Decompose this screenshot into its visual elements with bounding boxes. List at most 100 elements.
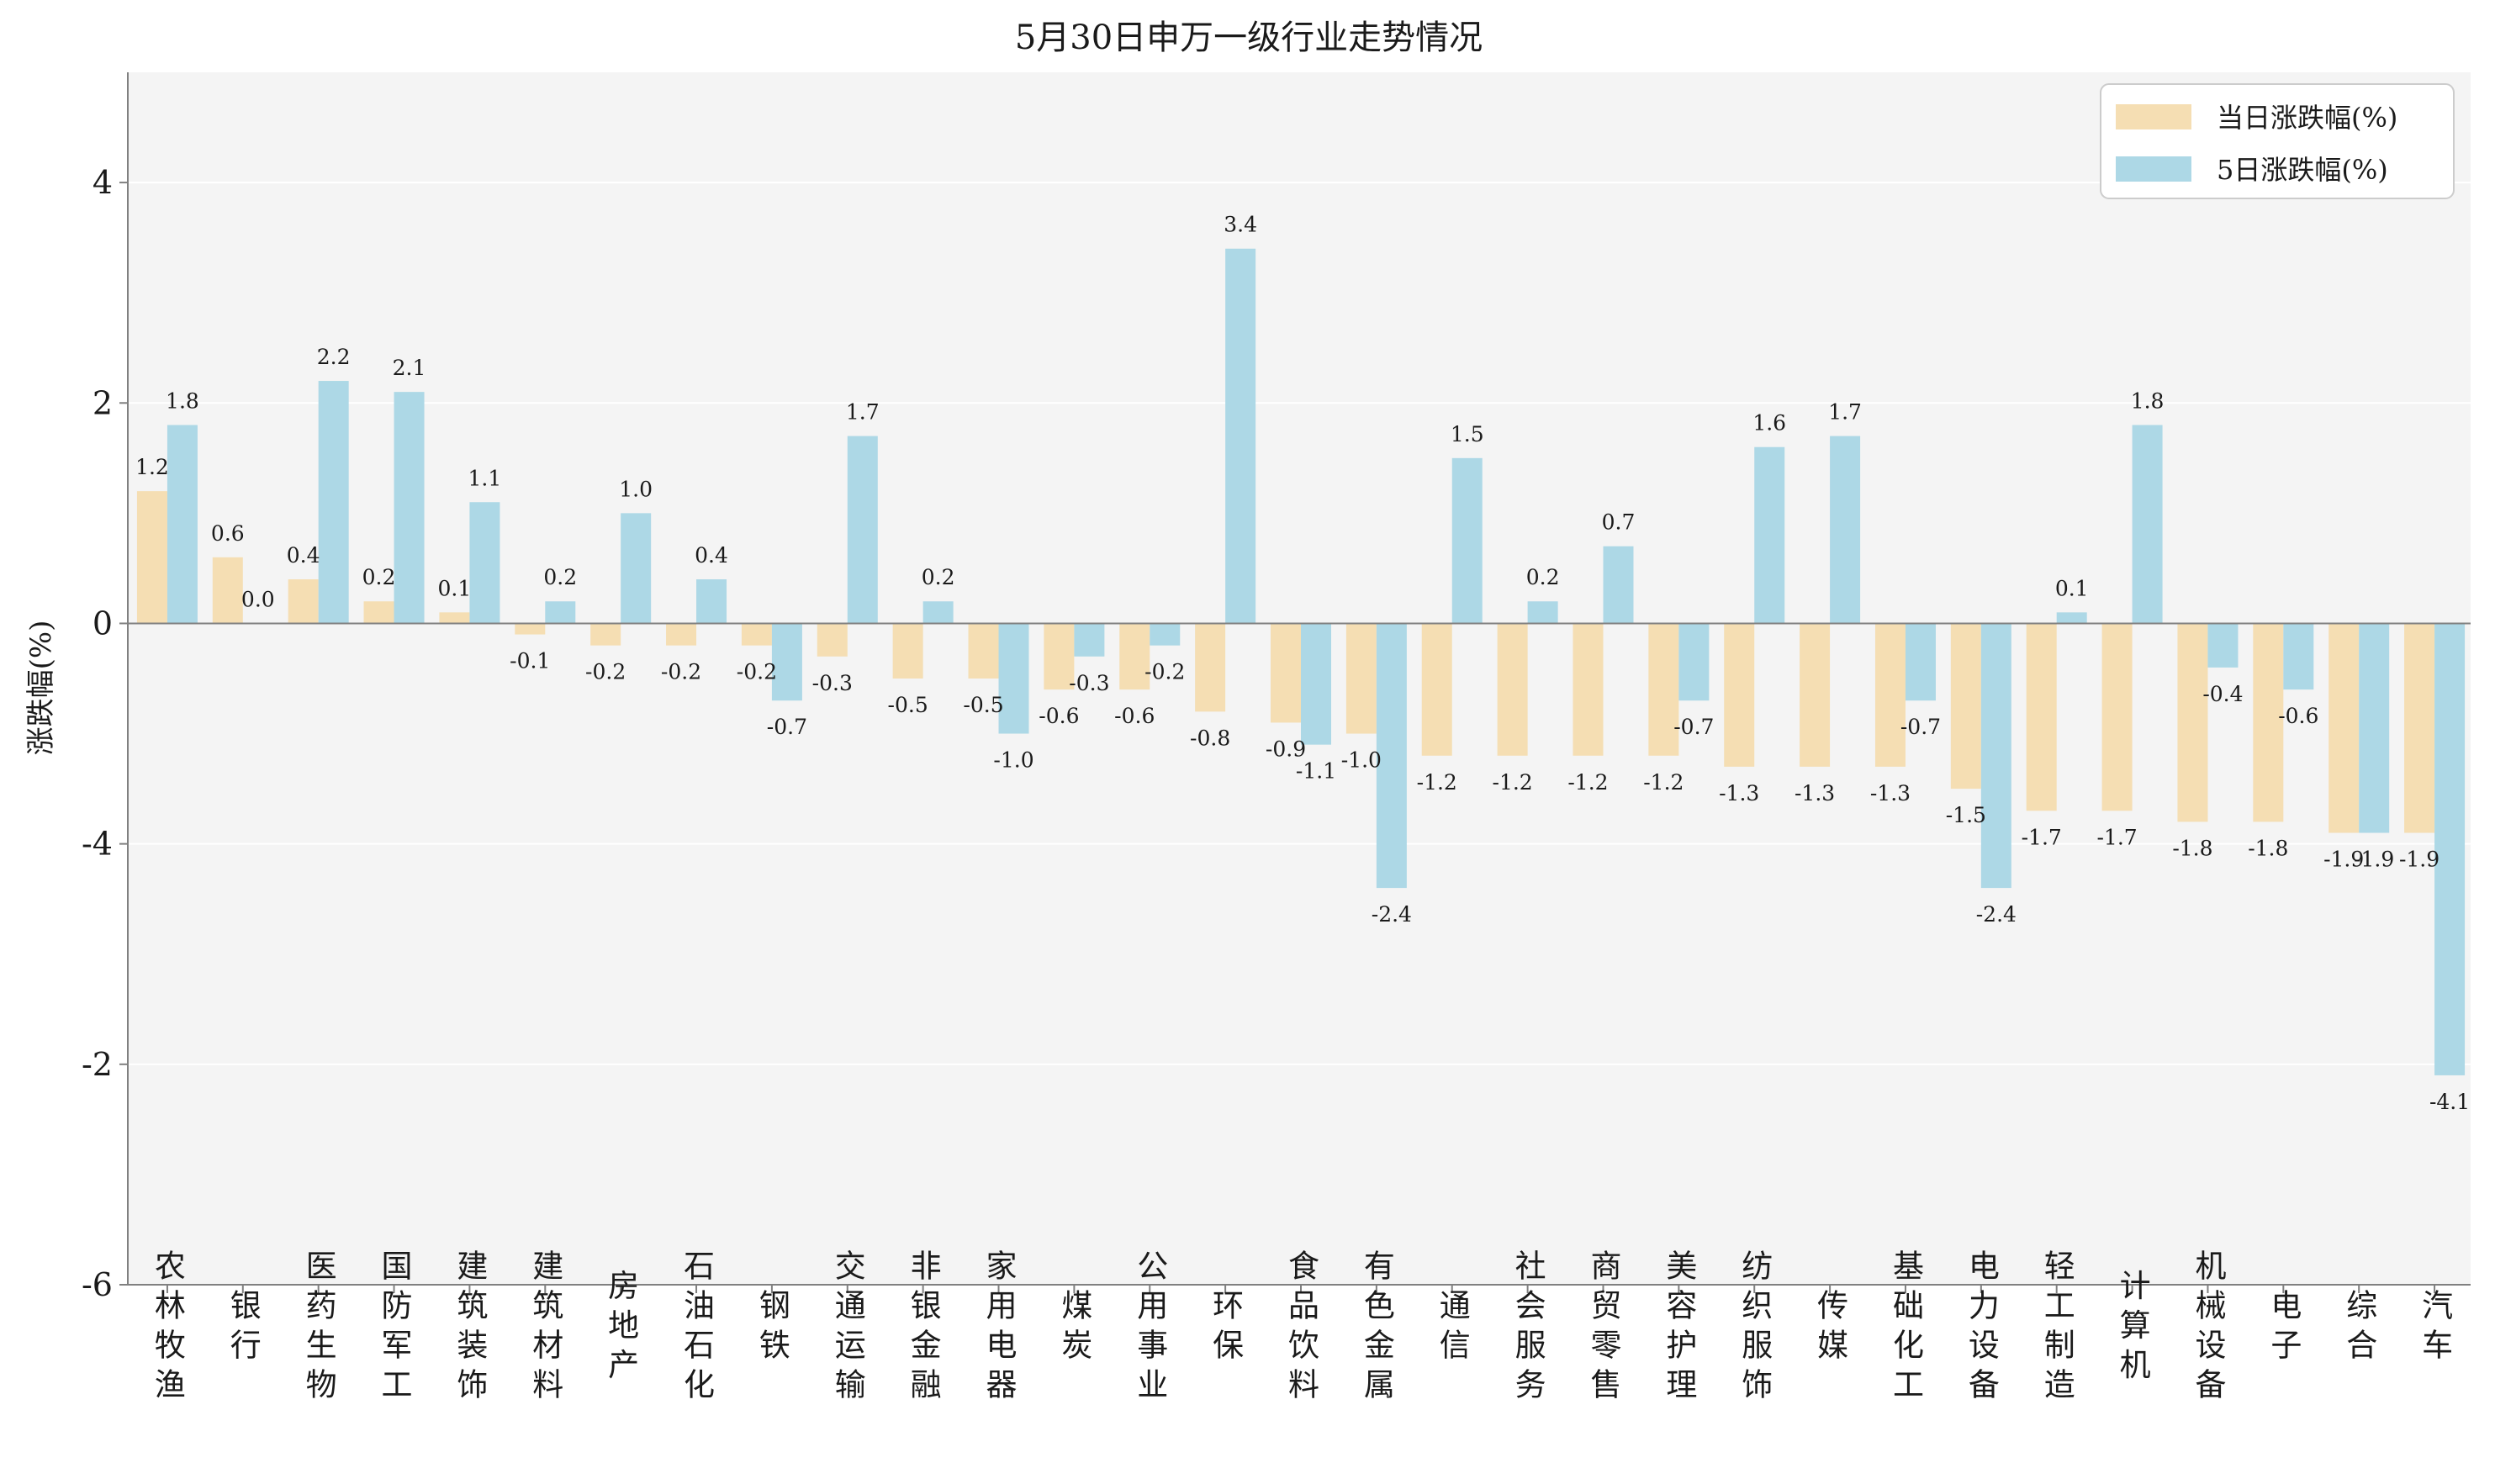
bar-5day [1754,446,1785,624]
bar-5day [2207,623,2239,668]
data-label-5day: 0.0 [241,587,275,611]
x-tick-label: 电力设备 [1963,1249,1999,1407]
bar-daily [212,557,243,624]
data-label-daily: -1.9 [2323,848,2364,872]
x-tick-label: 综合 [2341,1289,2377,1368]
bar-daily [2177,623,2208,822]
data-label-5day: 1.5 [1451,422,1484,446]
bar-daily [1573,623,1604,756]
bar-daily [892,623,923,679]
data-label-daily: -1.2 [1567,770,1608,795]
bar-daily [2404,623,2435,833]
data-label-5day: 1.6 [1752,411,1786,436]
x-tick-label: 公用事业 [1132,1249,1168,1407]
data-label-daily: 0.6 [211,521,245,546]
bar-daily [1345,623,1377,734]
bar-5day [998,623,1029,734]
x-tick-label: 社会服务 [1509,1249,1546,1407]
bar-daily [741,623,772,646]
data-label-5day: -0.3 [1069,671,1109,695]
bar-daily [136,491,167,624]
bar-daily [363,601,394,624]
data-label-daily: -0.2 [737,660,777,684]
data-label-daily: 1.2 [135,455,169,479]
data-label-5day: -2.4 [1976,902,2017,927]
x-tick-label: 农林牧渔 [149,1249,185,1407]
data-label-daily: -0.2 [661,660,701,684]
legend-swatch [2116,104,2191,129]
data-label-daily: -0.2 [585,660,626,684]
data-label-daily: -0.3 [812,671,853,695]
bar-daily [2253,623,2284,822]
data-label-daily: -0.6 [1114,704,1155,728]
legend-label: 5日涨跌幅(%) [2217,154,2388,186]
bar-5day [1376,623,1407,889]
data-label-5day: -0.4 [2202,682,2243,706]
data-label-5day: 0.2 [543,565,577,589]
data-label-5day: 2.2 [317,345,351,369]
bar-daily [666,623,697,646]
data-label-5day: -1.0 [993,748,1033,773]
data-label-5day: 1.7 [846,400,880,425]
data-label-daily: -0.1 [510,649,550,673]
bar-5day [1678,623,1710,701]
bar-5day [1603,546,1634,624]
bar-daily [968,623,999,679]
x-tick-label: 石油石化 [679,1249,716,1407]
y-tick-label: -4 [82,826,113,863]
data-label-daily: -0.6 [1039,704,1079,728]
y-axis-label: 涨跌幅(%) [24,621,58,756]
legend-label: 当日涨跌幅(%) [2217,102,2397,134]
x-tick-label: 基础化工 [1887,1249,1923,1407]
data-label-daily: -1.0 [1341,748,1382,773]
data-label-5day: 2.1 [393,356,426,380]
x-tick-label: 煤炭 [1056,1289,1092,1368]
bar-5day [167,425,198,624]
data-label-daily: -1.3 [1870,781,1911,805]
bar-daily [515,623,546,635]
x-tick-label: 非银金融 [905,1249,941,1407]
data-label-daily: -1.3 [1795,781,1835,805]
data-label-5day: -1.9 [2354,848,2394,872]
bar-5day [2359,623,2390,833]
bar-daily [590,623,621,646]
data-label-daily: -0.9 [1266,737,1306,761]
bar-5day [545,601,576,624]
legend-swatch [2116,156,2191,182]
bar-daily [2026,623,2057,811]
data-label-daily: -1.7 [2096,825,2137,849]
bar-daily [1800,623,1831,767]
bar-5day [2132,425,2163,624]
bar-daily [439,612,470,624]
y-tick-label: 4 [93,164,113,201]
bar-5day [1451,457,1483,624]
x-tick-label: 机械设备 [2190,1249,2226,1407]
data-label-daily: -1.8 [2248,836,2288,860]
data-label-daily: -0.5 [888,693,928,717]
data-label-5day: -0.7 [1900,715,1941,739]
x-tick-label: 房地产 [603,1270,639,1388]
data-label-5day: -0.7 [1673,715,1714,739]
x-tick-label: 商贸零售 [1585,1249,1621,1407]
data-label-5day: -2.4 [1372,902,1412,927]
bar-5day [1074,623,1105,657]
bar-5day [1527,601,1558,624]
bar-5day [771,623,802,701]
bar-5day [1225,248,1256,624]
data-label-daily: 0.1 [438,576,472,600]
data-label-daily: -1.9 [2399,848,2439,872]
bar-5day [1301,623,1331,745]
data-label-daily: -1.7 [2022,825,2062,849]
data-label-5day: -0.6 [2278,704,2318,728]
x-tick-label: 钢铁 [753,1289,790,1368]
bar-daily [817,623,848,657]
data-label-daily: -1.5 [1946,803,1986,827]
bar-5day [696,579,727,624]
x-tick-label: 汽车 [2417,1289,2453,1368]
x-tick-label: 环保 [1208,1289,1245,1368]
bar-5day [922,601,954,624]
x-tick-label: 轻工制造 [2038,1249,2075,1407]
bar-5day [1150,623,1181,646]
